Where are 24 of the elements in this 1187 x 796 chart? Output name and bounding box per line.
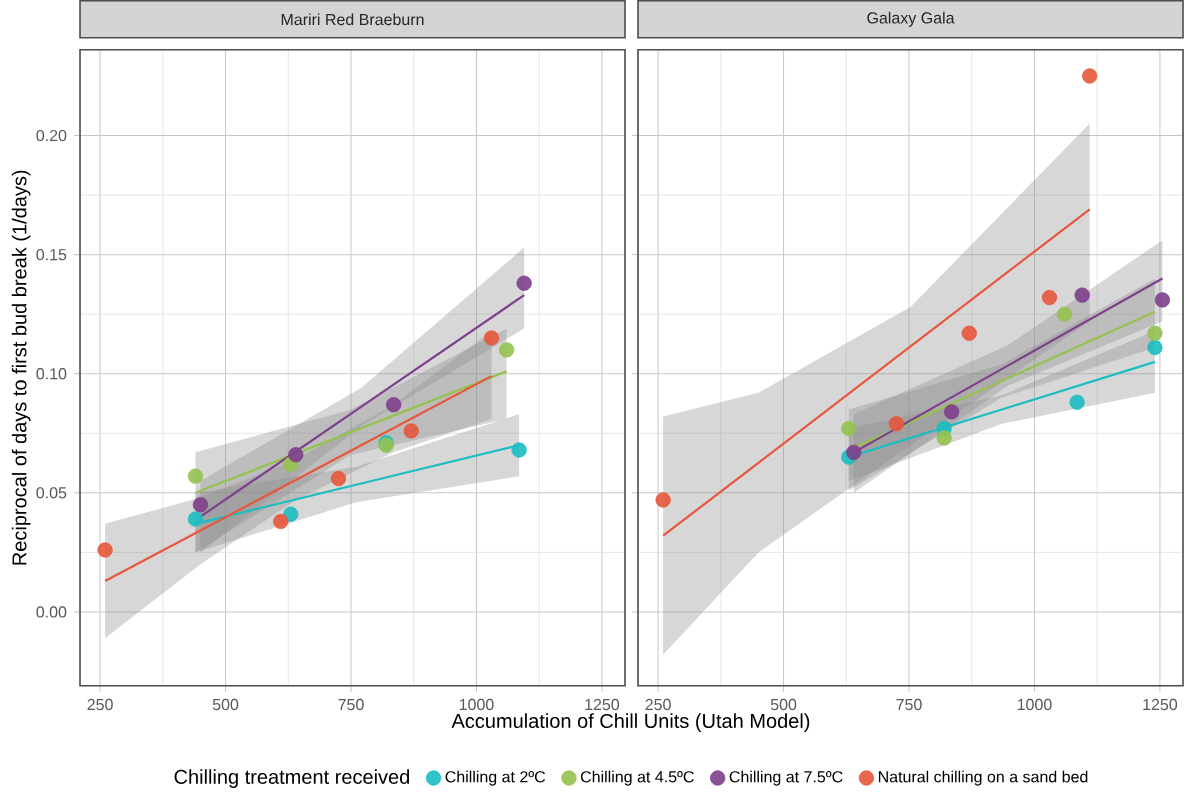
x-tick-label: 1000 xyxy=(1017,698,1052,711)
legend-label: Chilling at 2ºC xyxy=(445,770,546,786)
y-tick-label: 0.10 xyxy=(36,368,67,380)
y-tick-label: 0.05 xyxy=(36,487,67,499)
x-tick-label: 500 xyxy=(212,698,239,711)
x-tick-label: 250 xyxy=(87,698,113,711)
chart-title: Galaxy Gala xyxy=(867,11,955,27)
legend-label: Chilling at 7.5ºC xyxy=(729,770,843,786)
y-tick-label: 0.00 xyxy=(36,606,67,618)
x-axis-title: Accumulation of Chill Units (Utah Model) xyxy=(451,713,810,733)
legend-label: Chilling at 4.5ºC xyxy=(580,770,694,786)
y-tick-label: 0.15 xyxy=(36,249,67,261)
x-tick-label: 750 xyxy=(338,698,364,711)
legend-title: Chilling treatment received xyxy=(174,769,410,788)
x-tick-label: 1000 xyxy=(459,698,494,711)
y-tick-label: 0.20 xyxy=(36,129,67,142)
x-tick-label: 750 xyxy=(896,698,922,711)
chart-title: Mariri Red Braeburn xyxy=(281,13,424,26)
x-tick-label: 250 xyxy=(645,698,671,711)
x-tick-label: 1250 xyxy=(1143,698,1178,711)
x-tick-label: 500 xyxy=(770,698,797,711)
x-tick-label: 1250 xyxy=(585,698,620,711)
y-axis-title: Reciprocal of days to first bud break (1/days) xyxy=(11,170,31,565)
legend-label: Natural chilling on a sand bed xyxy=(878,770,1088,786)
